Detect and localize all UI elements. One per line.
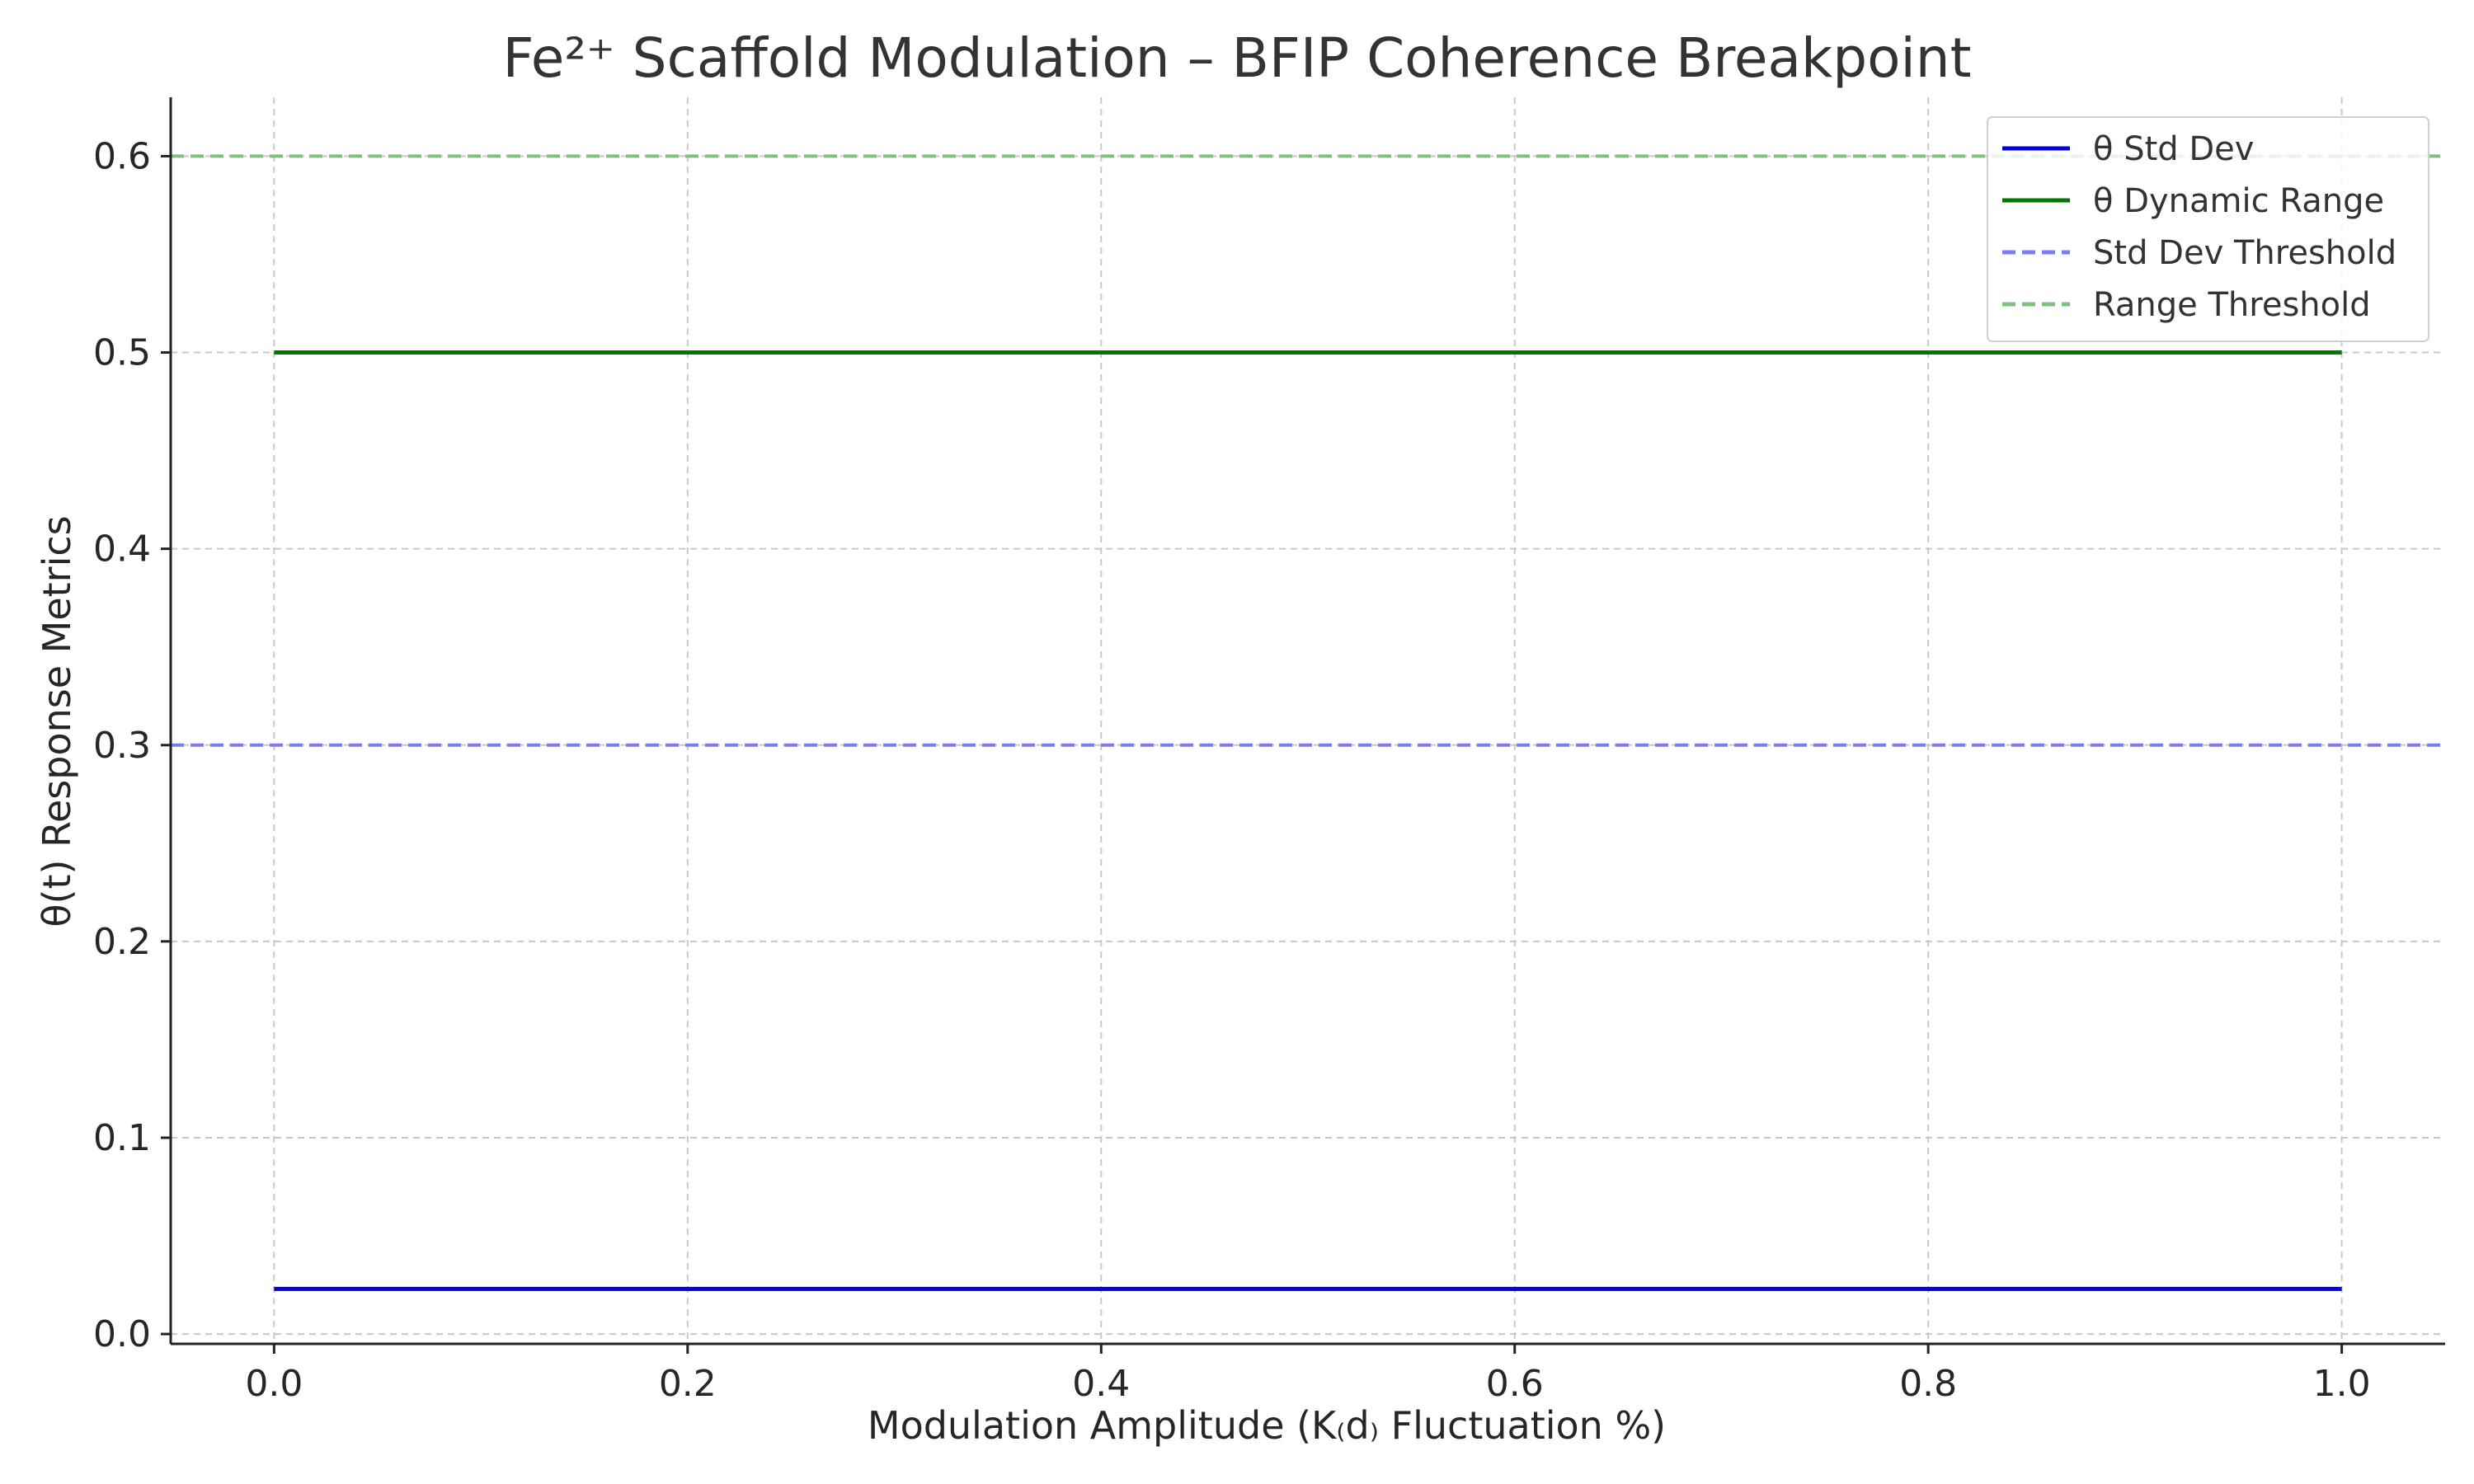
y-axis-label: θ(t) Response Metrics — [35, 515, 79, 927]
series-lines — [274, 350, 2342, 1291]
legend-label: θ Std Dev — [2093, 130, 2254, 168]
y-tick-label: 0.0 — [93, 1313, 151, 1355]
axes — [161, 97, 2445, 1354]
legend: θ Std Dev θ Dynamic Range Std Dev Threshol… — [1987, 116, 2429, 342]
threshold-lines — [171, 154, 2445, 747]
tick-labels: 0.0 0.2 0.4 0.6 0.8 1.0 0.0 0.1 0.2 0.3 0.4 0.5 0.6 — [93, 135, 2371, 1405]
y-tick-label: 0.3 — [93, 725, 151, 767]
x-axis-label: Modulation Amplitude (K₍d₎ Fluctuation %… — [868, 1403, 1666, 1448]
x-tick-label: 0.8 — [1899, 1363, 1957, 1405]
legend-label: Range Threshold — [2093, 286, 2371, 324]
x-tick-label: 0.4 — [1072, 1363, 1130, 1405]
chart-title: Fe²⁺ Scaffold Modulation – BFIP Coherenc… — [502, 26, 1971, 90]
y-tick-label: 0.5 — [93, 332, 151, 374]
legend-box — [1987, 116, 2429, 342]
x-tick-label: 0.2 — [659, 1363, 717, 1405]
x-tick-label: 0.0 — [245, 1363, 303, 1405]
x-tick-label: 0.6 — [1486, 1363, 1544, 1405]
y-tick-label: 0.1 — [93, 1117, 151, 1159]
x-tick-label: 1.0 — [2313, 1363, 2371, 1405]
y-tick-label: 0.2 — [93, 921, 151, 963]
y-tick-label: 0.4 — [93, 528, 151, 571]
legend-label: θ Dynamic Range — [2093, 182, 2384, 220]
y-tick-label: 0.6 — [93, 135, 151, 177]
legend-label: Std Dev Threshold — [2093, 234, 2396, 272]
